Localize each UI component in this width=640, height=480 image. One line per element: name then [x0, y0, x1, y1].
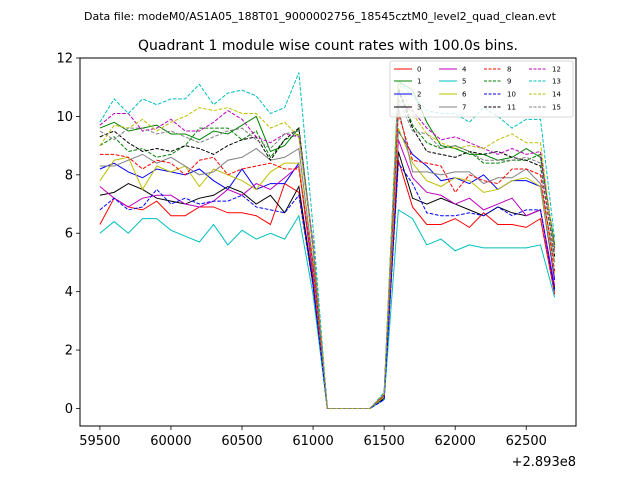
- series-line-9: [99, 87, 556, 409]
- series-line-10: [99, 161, 556, 409]
- legend-box: [389, 60, 574, 118]
- legend-label-8: 8: [507, 66, 511, 74]
- legend-label-12: 12: [552, 66, 561, 74]
- y-tick-label: 12: [56, 52, 73, 67]
- legend-label-10: 10: [507, 91, 516, 99]
- series-line-4: [99, 139, 556, 409]
- series-layer: [99, 72, 556, 409]
- series-line-13: [99, 72, 556, 409]
- y-tick-label: 0: [65, 402, 73, 417]
- y-tick-label: 8: [65, 168, 73, 183]
- x-axis: 59500 60000 60500 61000 61500 62000 62500: [79, 426, 547, 449]
- x-tick-label: 60000: [150, 434, 191, 449]
- legend-label-11: 11: [507, 104, 516, 112]
- series-line-8: [99, 113, 556, 409]
- legend-label-13: 13: [552, 78, 561, 86]
- y-tick-label: 4: [65, 285, 73, 300]
- y-tick-label: 6: [65, 227, 73, 242]
- x-tick-label: 61000: [292, 434, 333, 449]
- legend-label-7: 7: [462, 104, 466, 112]
- series-line-3: [99, 151, 556, 409]
- legend-label-14: 14: [552, 91, 561, 99]
- legend-label-6: 6: [462, 91, 467, 99]
- data-file-label: Data file: modeM0/AS1A05_188T01_90000027…: [84, 10, 557, 23]
- x-tick-label: 62500: [506, 434, 547, 449]
- legend-label-2: 2: [417, 91, 421, 99]
- x-tick-label: 62000: [435, 434, 476, 449]
- legend-label-9: 9: [507, 78, 511, 86]
- series-line-2: [99, 129, 556, 409]
- chart-title: Quadrant 1 module wise count rates with …: [138, 38, 518, 54]
- y-tick-label: 10: [56, 110, 73, 125]
- series-line-1: [99, 80, 556, 409]
- series-line-0: [99, 160, 556, 409]
- legend-label-3: 3: [417, 104, 421, 112]
- legend-label-5: 5: [462, 78, 466, 86]
- y-tick-label: 2: [65, 344, 73, 359]
- legend-label-4: 4: [462, 66, 467, 74]
- series-line-14: [99, 81, 556, 409]
- legend-label-1: 1: [417, 78, 421, 86]
- legend-label-15: 15: [552, 104, 561, 112]
- y-axis: 0 2 4 6 8 10 12: [56, 52, 80, 417]
- series-line-11: [99, 89, 556, 409]
- series-line-12: [99, 103, 556, 409]
- legend-label-0: 0: [417, 66, 421, 74]
- x-tick-label: 59500: [79, 434, 120, 449]
- series-line-7: [99, 107, 556, 409]
- x-offset-label: +2.893e8: [512, 455, 576, 470]
- x-tick-label: 61500: [363, 434, 404, 449]
- series-line-6: [99, 127, 556, 409]
- x-tick-label: 60500: [221, 434, 262, 449]
- series-line-5: [99, 209, 556, 409]
- series-line-15: [99, 98, 556, 409]
- plot-frame: [79, 57, 577, 427]
